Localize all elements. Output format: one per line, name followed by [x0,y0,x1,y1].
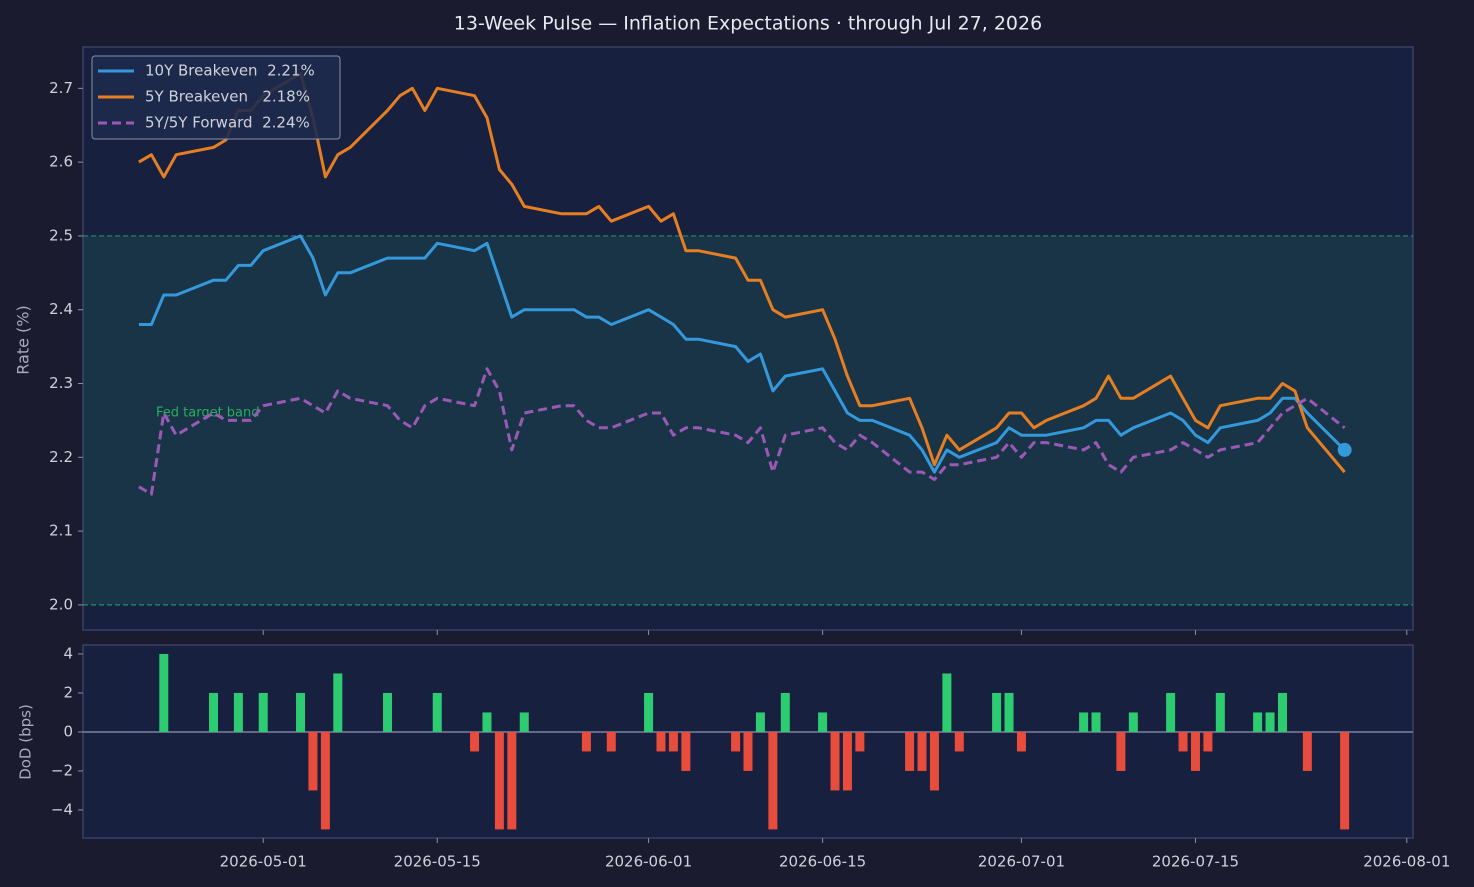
series-line [138,234,1346,474]
bar [470,731,480,752]
bar [1340,731,1350,830]
bar [731,731,741,752]
bar [233,692,243,732]
legend-label: 10Y Breakeven 2.21% [145,62,315,80]
y-tick-label: 2.7 [49,79,73,97]
bar [333,673,343,732]
bar [681,731,691,771]
y-tick-label: 2.5 [49,226,73,244]
bar [432,692,442,732]
y-tick-label: −4 [51,800,73,818]
y-tick-label: 2.4 [49,300,73,318]
legend-label: 5Y/5Y Forward 2.24% [145,114,310,132]
bar [1178,731,1188,752]
band-label: Fed target band [156,406,260,421]
bar [320,731,330,830]
bar [1302,731,1312,771]
bar [1277,692,1287,732]
bar [1004,692,1014,732]
bar [768,731,778,830]
bar [606,731,616,752]
bar [494,731,504,830]
legend: 10Y Breakeven 2.21% 5Y Breakeven 2.18% 5Y/… [91,55,341,140]
y-tick-label: 0 [63,722,73,740]
x-tick-label: 2026-08-01 [1363,853,1450,871]
bar [159,653,169,732]
bar [855,731,865,752]
chart-title: 13-Week Pulse — Inflation Expectations ·… [454,13,1042,35]
x-tick-label: 2026-06-15 [779,853,866,871]
bar [296,692,306,732]
series-line [138,367,1346,496]
y-tick-label: 4 [63,644,73,662]
y-tick-label: 2 [63,683,73,701]
bar [755,712,765,732]
bar [1203,731,1213,752]
bar [929,731,939,791]
y-tick-label: 2.3 [49,374,73,392]
bar [519,712,529,732]
bar [1128,712,1138,732]
bar [1079,712,1089,732]
y-tick-label: 2.6 [49,153,73,171]
y-tick-label: 2.1 [49,522,73,540]
bar [383,692,393,732]
bar [1016,731,1026,752]
bar [1215,692,1225,732]
bar [308,731,318,791]
bar [644,692,654,732]
series-line [138,72,1346,474]
bar [917,731,927,771]
end-marker [1337,442,1352,457]
y-tick-label: −2 [51,761,73,779]
bar [482,712,492,732]
bar [780,692,790,732]
bar [992,692,1002,732]
x-tick-label: 2026-05-01 [220,853,307,871]
bar [818,712,828,732]
bar [209,692,219,732]
y-axis-label: Rate (%) [14,305,33,374]
bar [1166,692,1176,732]
bar [942,673,952,732]
bar [656,731,666,752]
x-tick-label: 2026-06-01 [605,853,692,871]
x-tick-label: 2026-07-15 [1152,853,1239,871]
y-axis-label: DoD (bps) [17,704,35,780]
x-tick-label: 2026-07-01 [978,853,1065,871]
target-band [83,235,1413,605]
legend-label: 5Y Breakeven 2.18% [145,88,310,106]
bar [668,731,678,752]
bar [258,692,268,732]
bar [1190,731,1200,771]
bar [905,731,915,771]
bar [507,731,517,830]
bar [743,731,753,771]
bar [1091,712,1101,732]
bar [1116,731,1126,771]
bar [1253,712,1263,732]
bar [954,731,964,752]
x-tick-label: 2026-05-15 [394,853,481,871]
plot-area [82,46,1414,631]
bar [581,731,591,752]
y-tick-label: 2.2 [49,448,73,466]
legend-box [91,55,341,140]
bar [842,731,852,791]
bar [830,731,840,791]
bar [1265,712,1275,732]
y-tick-label: 2.0 [49,595,73,613]
